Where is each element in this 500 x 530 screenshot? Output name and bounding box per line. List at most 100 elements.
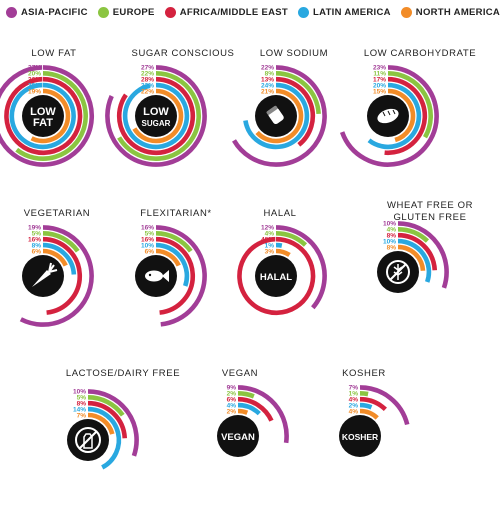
value-label: 8%	[77, 401, 87, 408]
ring-bar	[275, 71, 321, 115]
ring-bar	[397, 221, 449, 289]
fish-tail	[162, 270, 169, 282]
fish-eye	[148, 273, 152, 277]
value-label: 7%	[349, 385, 359, 392]
badge-label: FAT	[33, 117, 53, 129]
chart-title: FLEXITARIAN*	[140, 208, 212, 219]
ring-bar	[359, 408, 379, 420]
badge-label: KOSHER	[342, 432, 378, 442]
badge-label: VEGAN	[221, 432, 255, 443]
category-badge	[217, 415, 259, 457]
ring-bar	[275, 248, 291, 257]
badge-label: LOW	[143, 106, 169, 118]
value-label: 1%	[349, 391, 359, 398]
value-label: 5%	[32, 231, 42, 238]
chart-title: KOSHER	[342, 368, 386, 379]
value-label: 1%	[265, 242, 275, 249]
value-label: 9%	[227, 385, 237, 392]
ring-bar	[42, 236, 83, 315]
ring-bar	[0, 65, 95, 167]
value-label: 27%	[141, 65, 154, 72]
value-label: 10%	[73, 389, 86, 396]
badge-label: LOW	[30, 106, 56, 118]
value-label: 4%	[265, 231, 275, 238]
ring-bar	[87, 400, 128, 439]
value-label: 4%	[387, 227, 397, 234]
value-label: 15%	[373, 88, 386, 95]
value-label: 22%	[141, 88, 154, 95]
value-label: 8%	[387, 244, 397, 251]
chart-panel: LACTOSE/DAIRY FREE 10% 5% 8% 14% 7%	[60, 368, 190, 498]
value-label: 3%	[265, 248, 275, 255]
ring-bar	[155, 225, 207, 327]
ring-bar	[155, 231, 193, 253]
charts-grid: LOW FAT 37% 20% 36% 39% 19% LOW FAT SUGAR CONSCI…	[0, 48, 500, 470]
prohibit-ring	[75, 427, 101, 453]
ring-bar	[155, 248, 181, 267]
radial-chart: 12%4%48%1%3% HALAL	[237, 225, 327, 316]
ring-bar	[397, 244, 426, 272]
ring-bar	[87, 389, 139, 457]
category-badge	[339, 415, 381, 457]
prohibit-ring	[386, 260, 410, 284]
ring-bar	[87, 406, 122, 470]
ring-bar	[397, 232, 438, 271]
legend-item: LATIN AMERICA	[298, 6, 391, 18]
legend-swatch	[400, 6, 412, 18]
legend-label: EUROPE	[112, 6, 155, 18]
legend-item: NORTH AMERICA	[400, 6, 500, 18]
chart-title: WHEAT FREE OR GLUTEN FREE	[386, 200, 474, 223]
ring-bar	[397, 238, 432, 283]
badge-label: SUGAR	[142, 119, 171, 128]
legend-swatch	[298, 6, 310, 18]
ring-bar	[4, 76, 83, 156]
ring-bar	[87, 395, 125, 417]
prohibit-slash	[78, 430, 98, 450]
radial-chart: 7%1%4%2%4%KOSHER	[339, 385, 410, 457]
fish-icon	[145, 270, 169, 282]
radial-chart: 23%11%17%20%15%	[339, 65, 439, 167]
badge-label: HALAL	[260, 272, 292, 283]
chart-title: SUGAR CONSCIOUS	[131, 48, 235, 59]
shaker-cap	[266, 105, 278, 115]
milk-carton	[83, 433, 93, 449]
value-label: 13%	[261, 77, 274, 84]
ring-bar	[384, 76, 428, 156]
chart-panel: VEGAN 9% 2% 6% 4% 2% VEGAN	[210, 368, 340, 498]
value-label: 16%	[141, 237, 154, 244]
carrot-body	[32, 270, 51, 287]
radial-chart: 16%5%16%10%6%	[135, 225, 207, 327]
ring-bar	[155, 242, 190, 287]
value-label: 22%	[261, 65, 274, 72]
value-label: 10%	[383, 238, 396, 245]
legend-item: EUROPE	[97, 6, 155, 18]
value-label: 11%	[373, 71, 386, 78]
value-label: 24%	[261, 82, 274, 89]
radial-chart: 19%5%16%8%6%	[19, 225, 94, 327]
value-label: 16%	[28, 237, 41, 244]
ring-bar	[237, 385, 289, 444]
ring-bar	[359, 402, 373, 410]
ring-bar	[30, 88, 71, 144]
legend-label: LATIN AMERICA	[313, 6, 391, 18]
ring-bar	[42, 231, 80, 253]
carrot-icon	[32, 262, 58, 287]
ring-bar	[339, 65, 439, 167]
value-label: 19%	[28, 88, 41, 95]
chart-title: LACTOSE/DAIRY FREE	[65, 368, 181, 379]
chart-panel: SUGAR CONSCIOUS 27% 22% 28% 32% 22% LOW SUGAR	[105, 48, 258, 178]
bread-icon	[377, 108, 399, 124]
ring-bar	[19, 225, 94, 327]
legend-label: ASIA-PACIFIC	[21, 6, 88, 18]
ring-bar	[387, 71, 433, 139]
value-label: 10%	[141, 242, 154, 249]
ring-bar	[122, 82, 190, 150]
value-label: 6%	[145, 248, 155, 255]
ring-bar	[243, 82, 310, 150]
chart-panel: LOW SODIUM 22% 8% 13% 24% 21%	[232, 48, 378, 178]
chart-panel: WHEAT FREE OR GLUTEN FREE 10% 4% 8% 10% 8%	[370, 200, 500, 330]
value-label: 5%	[145, 231, 155, 238]
legend-item: ASIA-PACIFIC	[6, 6, 88, 18]
value-label: 6%	[227, 397, 237, 404]
